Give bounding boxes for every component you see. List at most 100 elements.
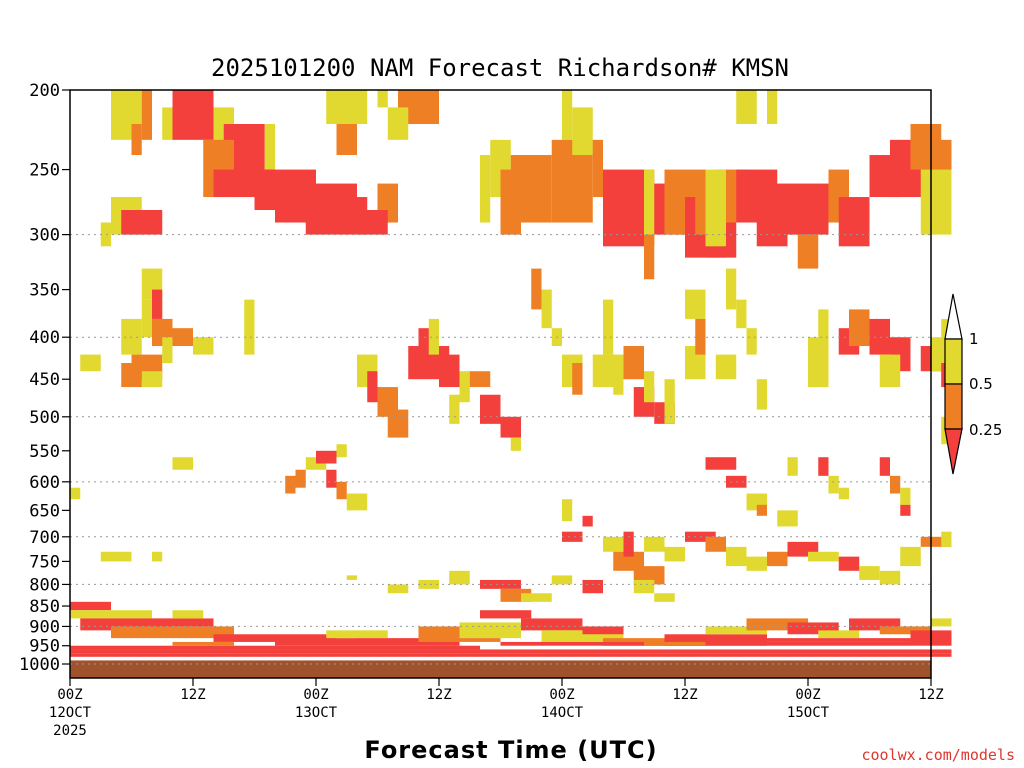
heatmap-cell	[797, 234, 819, 269]
heatmap-cell	[900, 504, 911, 516]
heatmap-cell	[879, 626, 931, 635]
heatmap-cell	[387, 409, 409, 438]
y-tick-label: 800	[29, 575, 60, 595]
credit-text: coolwx.com/models	[861, 746, 1015, 764]
heatmap-cell	[818, 457, 829, 476]
heatmap-cell	[121, 363, 142, 388]
heatmap-cell	[900, 546, 921, 567]
heatmap-cell	[644, 641, 706, 646]
heatmap-cell	[80, 618, 173, 631]
heatmap-cell	[787, 457, 798, 476]
x-tick-label: 00Z	[795, 687, 820, 703]
heatmap-cell	[756, 183, 788, 247]
heatmap-cell	[603, 536, 624, 552]
colorbar-lower-arrow	[944, 428, 963, 475]
heatmap-cell	[613, 371, 624, 395]
x-tick-label: 12Z	[426, 687, 451, 703]
heatmap-cell	[316, 450, 337, 464]
x-tick-label: 12OCT	[49, 705, 92, 721]
y-tick-label: 650	[29, 501, 60, 521]
heatmap-cell	[285, 475, 296, 494]
heatmap-cell	[726, 638, 952, 642]
heatmap-cell	[377, 387, 398, 417]
heatmap-cell	[736, 299, 747, 329]
heatmap-cell	[828, 475, 839, 494]
colorbar-bin-yellow	[944, 338, 963, 385]
heatmap-cell	[244, 299, 255, 355]
heatmap-cell	[592, 139, 603, 198]
heatmap-cell	[931, 618, 952, 627]
heatmap-cell	[295, 469, 306, 488]
heatmap-cell	[510, 437, 521, 451]
heatmap-cell	[838, 556, 860, 571]
heatmap-cell	[531, 268, 542, 310]
heatmap-cell	[808, 551, 839, 562]
heatmap-cell	[603, 299, 614, 355]
heatmap-cell	[818, 630, 860, 639]
heatmap-cell	[357, 638, 460, 646]
y-tick-label: 500	[29, 408, 60, 428]
y-tick-label: 450	[29, 370, 60, 390]
heatmap-cell	[582, 579, 603, 594]
heatmap-cell	[70, 645, 480, 650]
heatmap-cell	[664, 634, 767, 646]
heatmap-cell	[756, 379, 767, 410]
heatmap-cell	[336, 123, 357, 156]
heatmap-cell	[336, 444, 347, 458]
heatmap-cell	[500, 641, 952, 646]
heatmap-cell	[459, 371, 470, 403]
heatmap-cell	[152, 289, 163, 319]
heatmap-cell	[521, 618, 583, 631]
x-tick-label: 2025	[53, 723, 87, 739]
heatmap-cell	[746, 328, 757, 355]
y-tick-label: 850	[29, 597, 60, 617]
heatmap-cell	[418, 638, 501, 642]
heatmap-cell	[449, 394, 460, 424]
heatmap-cell	[705, 536, 726, 552]
heatmap-cell	[131, 123, 142, 156]
heatmap-cell	[644, 234, 655, 280]
heatmap-cell	[644, 169, 655, 247]
heatmap-cell	[326, 90, 368, 124]
heatmap-cell	[275, 638, 357, 646]
heatmap-cell	[562, 531, 583, 542]
heatmap-cell	[326, 469, 337, 488]
heatmap-cell	[582, 515, 593, 527]
heatmap-cell	[644, 536, 665, 552]
heatmap-cell	[879, 570, 901, 585]
colorbar-label-1: 1	[969, 330, 979, 348]
x-tick-label: 00Z	[303, 687, 328, 703]
heatmap-cell	[80, 354, 101, 372]
heatmap-cell	[172, 328, 193, 347]
heatmap-cell	[787, 183, 829, 235]
heatmap-cell	[767, 90, 778, 124]
heatmap-cell	[541, 289, 552, 329]
x-tick-label: 14OCT	[541, 705, 584, 721]
heatmap-cell	[172, 641, 234, 646]
heatmap-cell	[695, 183, 706, 235]
colorbar: 1 0.5 0.25	[944, 293, 1002, 475]
heatmap-cell	[100, 551, 132, 562]
heatmap-cell	[890, 475, 901, 494]
x-tick-label: 12Z	[672, 687, 697, 703]
heatmap-cell	[920, 169, 952, 235]
heatmap-cell	[111, 626, 234, 639]
y-tick-label: 400	[29, 328, 60, 348]
heatmap-cell	[480, 610, 532, 619]
x-tick-label: 15OCT	[787, 705, 830, 721]
heatmap-cell	[367, 371, 378, 403]
heatmap-cell	[879, 354, 901, 388]
heatmap-cell	[439, 354, 460, 388]
heatmap-cell	[418, 579, 439, 589]
heatmap-cell	[387, 584, 409, 594]
heatmap-cell	[582, 626, 624, 635]
y-tick-label: 900	[29, 617, 60, 637]
heatmap-cell	[510, 155, 552, 223]
heatmap-cell	[541, 630, 624, 642]
heatmap-cells	[70, 90, 952, 657]
heatmap-cell	[715, 354, 737, 380]
heatmap-cell	[70, 653, 952, 657]
colorbar-bin-orange	[944, 383, 963, 430]
colorbar-upper-arrow	[944, 293, 963, 340]
